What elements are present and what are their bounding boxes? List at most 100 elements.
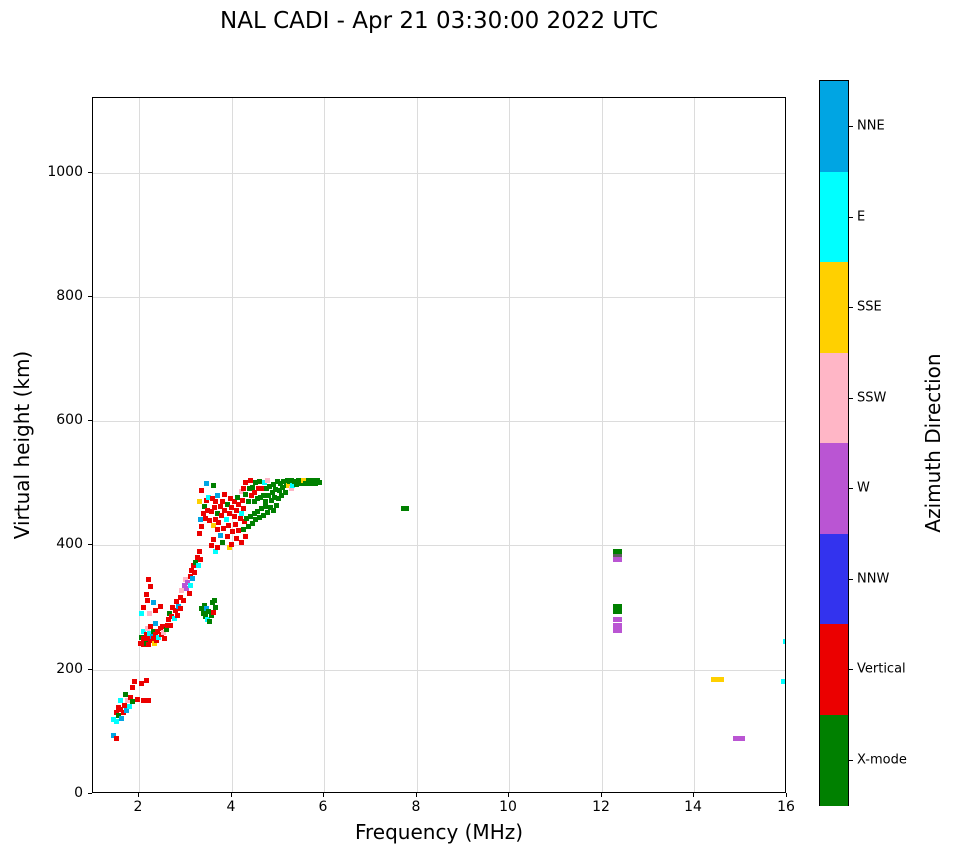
scatter-point (254, 495, 260, 501)
scatter-point (298, 481, 304, 487)
scatter-point (224, 533, 230, 539)
scatter-point (234, 494, 240, 500)
scatter-point (243, 480, 249, 486)
scatter-point (203, 480, 209, 486)
scatter-point (173, 598, 179, 604)
scatter-point (160, 629, 166, 635)
scatter-point (148, 623, 154, 629)
scatter-point (718, 676, 724, 682)
scatter-point (113, 709, 119, 715)
colorbar-category-label-nnw: NNW (857, 571, 890, 587)
scatter-point (253, 479, 259, 485)
scatter-point (165, 616, 171, 622)
scatter-point (159, 632, 164, 638)
scatter-point (213, 499, 219, 505)
scatter-point (240, 505, 246, 511)
chart-title: NAL CADI - Apr 21 03:30:00 2022 UTC (220, 8, 658, 34)
scatter-point (157, 603, 163, 609)
y-tick (88, 296, 92, 297)
scatter-point (247, 477, 253, 483)
x-tick (138, 793, 139, 797)
scatter-point (273, 503, 279, 509)
scatter-point (267, 483, 273, 489)
scatter-point (260, 512, 266, 518)
scatter-point (148, 583, 154, 589)
scatter-point (244, 516, 250, 522)
x-tick-label: 12 (592, 799, 610, 815)
scatter-point (209, 600, 215, 606)
scatter-point (236, 528, 242, 533)
scatter-point (154, 638, 160, 643)
y-tick (88, 172, 92, 173)
scatter-point (199, 488, 205, 494)
colorbar (819, 80, 849, 806)
scatter-point (251, 511, 257, 517)
scatter-point (151, 640, 157, 646)
scatter-point (613, 548, 619, 554)
y-tick-label: 600 (56, 412, 83, 428)
scatter-point (222, 508, 228, 514)
scatter-point (193, 560, 199, 566)
scatter-point (191, 562, 197, 568)
y-tick-label: 400 (56, 536, 83, 552)
gridline-vertical (232, 98, 233, 792)
scatter-point (247, 513, 253, 519)
scatter-point (141, 604, 147, 610)
colorbar-label: Azimuth Direction (921, 353, 945, 533)
scatter-point (265, 510, 271, 515)
scatter-point (240, 526, 246, 532)
gridline-horizontal (93, 670, 785, 671)
scatter-point (233, 522, 238, 528)
scatter-point (781, 679, 785, 684)
scatter-point (146, 630, 152, 636)
scatter-point (217, 504, 223, 510)
scatter-point (223, 517, 229, 523)
scatter-point (266, 492, 272, 498)
scatter-point (139, 610, 145, 616)
scatter-point (194, 554, 200, 560)
scatter-point (265, 477, 271, 483)
scatter-point (317, 479, 323, 485)
scatter-point (213, 605, 219, 611)
scatter-point (182, 583, 188, 589)
scatter-point (145, 597, 151, 603)
scatter-point (208, 508, 214, 514)
x-tick-label: 4 (226, 799, 236, 815)
x-tick-label: 2 (133, 799, 143, 815)
scatter-point (123, 707, 129, 713)
scatter-point (217, 533, 223, 538)
scatter-point (229, 541, 235, 547)
scatter-point (277, 480, 283, 486)
gridline-vertical (509, 98, 510, 792)
scatter-point (281, 478, 287, 484)
scatter-point (185, 579, 191, 585)
scatter-point (783, 639, 785, 645)
scatter-point (113, 735, 119, 741)
scatter-point (211, 597, 217, 603)
scatter-point (207, 619, 213, 625)
scatter-point (262, 499, 268, 505)
scatter-point (711, 676, 717, 682)
scatter-point (256, 486, 262, 492)
scatter-point (172, 608, 178, 614)
gridline-vertical (139, 98, 140, 792)
scatter-point (312, 480, 318, 486)
colorbar-band-e (820, 171, 848, 263)
scatter-point (118, 707, 124, 712)
gridline-vertical (417, 98, 418, 792)
scatter-point (270, 508, 276, 514)
scatter-point (119, 716, 125, 722)
scatter-point (262, 504, 268, 510)
scatter-point (250, 484, 256, 490)
scatter-point (246, 485, 252, 491)
scatter-point (229, 505, 235, 510)
colorbar-band-nne (820, 81, 848, 172)
scatter-point (208, 542, 214, 548)
scatter-point (258, 506, 264, 512)
x-tick-label: 6 (318, 799, 328, 815)
scatter-point (134, 697, 140, 702)
scatter-point (203, 606, 209, 612)
colorbar-category-label-vertical: Vertical (857, 661, 906, 677)
scatter-point (155, 629, 161, 635)
scatter-point (273, 487, 279, 492)
